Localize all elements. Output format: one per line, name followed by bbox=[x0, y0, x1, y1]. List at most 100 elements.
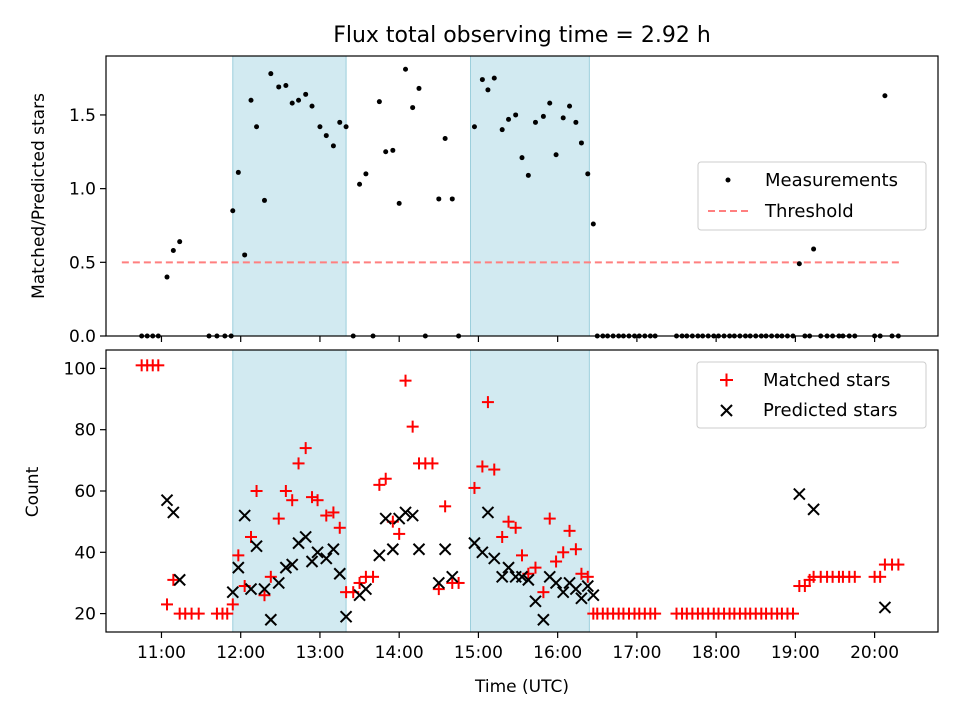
measurement-point bbox=[403, 66, 409, 72]
matched-star-point bbox=[232, 549, 245, 562]
matched-star-point bbox=[848, 570, 861, 583]
predicted-star-point bbox=[495, 570, 509, 584]
legend-predicted-label: Predicted stars bbox=[763, 400, 897, 421]
measurement-point bbox=[164, 274, 170, 280]
bottom-y-ticks: 20 40 60 80 100 bbox=[64, 359, 106, 625]
predicted-star-point bbox=[537, 613, 550, 626]
predicted-star-point bbox=[373, 549, 386, 562]
matched-star-point bbox=[529, 561, 542, 574]
predicted-star-point bbox=[286, 558, 299, 571]
y-tick-label: 0.0 bbox=[69, 327, 96, 347]
measurement-point bbox=[254, 124, 260, 130]
y-tick-label: 1.0 bbox=[69, 180, 96, 200]
measurement-point bbox=[235, 169, 241, 175]
predicted-star-point bbox=[339, 610, 353, 623]
y-tick-label: 1.5 bbox=[69, 106, 96, 126]
predicted-stars-series bbox=[160, 487, 892, 626]
bottom-legend-box bbox=[696, 361, 927, 429]
matched-star-point bbox=[406, 420, 419, 433]
measurement-point bbox=[283, 82, 289, 88]
predicted-star-point bbox=[406, 509, 419, 522]
matched-star-point bbox=[426, 457, 439, 470]
legend-predicted-marker bbox=[720, 404, 733, 417]
x-tick-label: 17:00 bbox=[612, 643, 661, 663]
measurement-point bbox=[416, 85, 422, 91]
predicted-star-point bbox=[581, 579, 594, 593]
measurement-point bbox=[383, 149, 389, 155]
measurement-point bbox=[177, 239, 183, 245]
top-legend: Measurements Threshold bbox=[697, 161, 927, 231]
measurement-point bbox=[357, 181, 363, 187]
measurement-point bbox=[230, 208, 236, 214]
measurement-point bbox=[317, 124, 323, 130]
measurement-point bbox=[442, 136, 448, 142]
y-tick-label: 80 bbox=[74, 421, 96, 441]
matched-star-point bbox=[581, 570, 594, 583]
measurement-point bbox=[506, 116, 512, 122]
matched-star-point bbox=[333, 521, 346, 534]
y-tick-label: 40 bbox=[74, 543, 96, 563]
predicted-star-point bbox=[272, 576, 285, 590]
matched-star-point bbox=[563, 524, 576, 537]
predicted-star-point bbox=[438, 543, 452, 556]
top-shaded-intervals bbox=[232, 55, 590, 337]
measurement-point bbox=[289, 100, 295, 106]
predicted-star-point bbox=[476, 546, 489, 559]
matched-star-point bbox=[292, 457, 305, 470]
predicted-star-point bbox=[379, 512, 392, 525]
matched-star-point bbox=[258, 589, 271, 602]
matched-star-point bbox=[221, 607, 234, 620]
matched-star-point bbox=[786, 607, 799, 620]
x-tick-label: 13:00 bbox=[295, 643, 344, 663]
bottom-x-ticks: 11:00 12:00 13:00 14:00 15:00 16:00 17:00 18:00… bbox=[137, 632, 899, 663]
top-legend-box bbox=[697, 161, 927, 231]
predicted-star-point bbox=[529, 595, 542, 608]
predicted-star-point bbox=[160, 493, 174, 507]
predicted-star-point bbox=[481, 506, 495, 519]
predicted-star-point bbox=[333, 567, 346, 580]
predicted-star-point bbox=[299, 530, 312, 544]
matched-star-point bbox=[399, 374, 412, 387]
matched-star-point bbox=[279, 485, 292, 497]
measurement-point bbox=[485, 87, 491, 93]
matched-star-point bbox=[353, 576, 366, 589]
matched-star-point bbox=[537, 586, 550, 599]
measurement-point bbox=[323, 133, 329, 139]
measurement-point bbox=[309, 103, 315, 109]
measurement-point bbox=[390, 147, 396, 153]
x-tick-label: 20:00 bbox=[850, 643, 899, 663]
predicted-star-point bbox=[412, 543, 426, 556]
shaded-interval-1 bbox=[469, 349, 590, 633]
legend-measurements-label: Measurements bbox=[765, 170, 898, 191]
matched-star-point bbox=[272, 512, 285, 525]
measurement-point bbox=[410, 105, 416, 111]
predicted-star-point bbox=[250, 539, 263, 553]
matched-stars-series bbox=[135, 359, 905, 620]
predicted-star-point bbox=[167, 506, 180, 519]
measurement-point bbox=[330, 143, 336, 149]
legend-measurements-marker bbox=[725, 177, 731, 183]
y-tick-label: 0.5 bbox=[69, 253, 96, 273]
legend-matched-label: Matched stars bbox=[763, 370, 890, 391]
predicted-star-point bbox=[320, 552, 333, 565]
matched-star-point bbox=[543, 512, 556, 525]
matched-star-point bbox=[367, 570, 380, 583]
matched-star-point bbox=[798, 580, 811, 593]
measurement-point bbox=[479, 77, 485, 83]
measurement-point bbox=[590, 221, 596, 227]
measurement-point bbox=[585, 171, 591, 177]
matched-star-point bbox=[373, 478, 386, 491]
measurement-point bbox=[471, 124, 477, 130]
measurement-point bbox=[268, 71, 274, 77]
measurement-point bbox=[376, 99, 382, 105]
bottom-legend: Matched stars Predicted stars bbox=[696, 361, 927, 429]
matched-star-point bbox=[557, 546, 570, 559]
predicted-star-point bbox=[587, 589, 600, 602]
measurement-point bbox=[296, 97, 302, 103]
matched-star-point bbox=[286, 494, 299, 507]
predicted-star-point bbox=[238, 509, 251, 522]
matched-star-point bbox=[509, 521, 522, 534]
matched-star-point bbox=[264, 570, 277, 583]
predicted-star-point bbox=[173, 573, 186, 587]
predicted-star-point bbox=[327, 543, 340, 556]
